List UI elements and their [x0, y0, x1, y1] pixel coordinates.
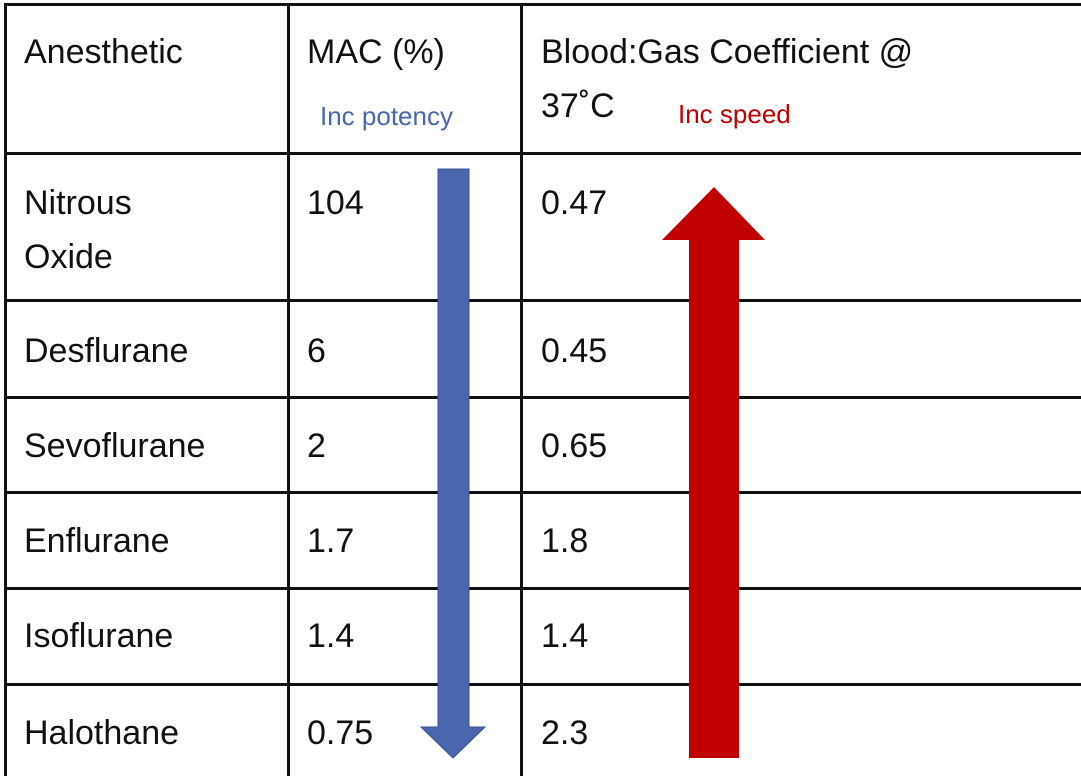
column-divider: [287, 3, 290, 776]
down-arrow-icon: [419, 168, 487, 759]
anesthetic-name: Sevoflurane: [24, 427, 206, 465]
mac-value: 1.7: [307, 522, 355, 560]
up-arrow-icon: [662, 187, 765, 758]
mac-value: 1.4: [307, 617, 355, 655]
header-blood-gas-line1: Blood:Gas Coefficient @: [541, 33, 914, 71]
mac-value: 104: [307, 184, 364, 222]
header-mac: MAC (%): [307, 33, 445, 71]
header-blood-gas-line2: 37˚C: [541, 87, 615, 125]
blood-gas-value: 1.4: [541, 617, 589, 655]
blood-gas-value: 2.3: [541, 714, 589, 752]
blood-gas-value: 1.8: [541, 522, 589, 560]
table-border-left: [4, 3, 7, 776]
row-divider: [5, 683, 1081, 686]
mac-value: 0.75: [307, 714, 374, 752]
anesthetic-name: Halothane: [24, 714, 180, 752]
inc-potency-label: Inc potency: [320, 101, 453, 131]
anesthetic-name-line2: Oxide: [24, 238, 113, 276]
inc-speed-label: Inc speed: [678, 99, 791, 129]
row-divider: [5, 491, 1081, 494]
row-divider: [5, 299, 1081, 302]
column-divider: [520, 3, 523, 776]
anesthetic-name: Enflurane: [24, 522, 170, 560]
anesthetic-name: Nitrous: [24, 184, 132, 222]
mac-value: 2: [307, 427, 326, 465]
blood-gas-value: 0.65: [541, 427, 608, 465]
row-divider: [5, 152, 1081, 155]
anesthetic-name: Isoflurane: [24, 617, 174, 655]
row-divider: [5, 396, 1081, 399]
mac-value: 6: [307, 332, 326, 370]
anesthetic-name: Desflurane: [24, 332, 189, 370]
header-anesthetic: Anesthetic: [24, 33, 183, 71]
table-border-top: [5, 3, 1081, 6]
blood-gas-value: 0.45: [541, 332, 608, 370]
row-divider: [5, 587, 1081, 590]
blood-gas-value: 0.47: [541, 184, 608, 222]
